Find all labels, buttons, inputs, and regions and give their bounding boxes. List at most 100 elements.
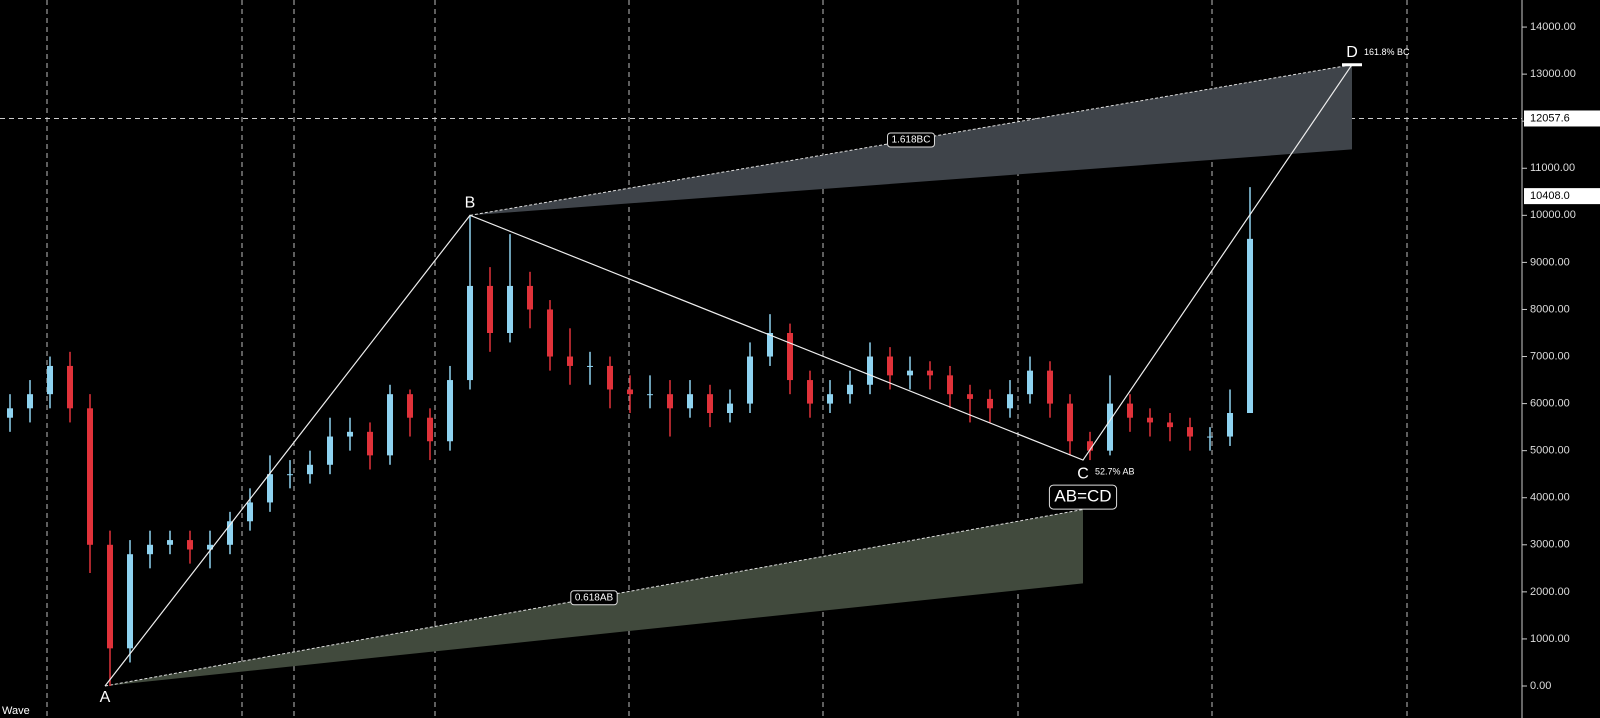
y-tick-label: 7000.00 — [1530, 350, 1570, 362]
candle-body — [587, 365, 593, 367]
candle-body — [527, 285, 533, 310]
candle-body — [87, 408, 93, 545]
candle-body — [907, 370, 913, 376]
pattern-point-label: B — [465, 195, 476, 212]
y-tick-label: 1000.00 — [1530, 633, 1570, 645]
y-tick-label: 3000.00 — [1530, 539, 1570, 551]
crosshair-label: 12057.6 — [1530, 112, 1570, 124]
candle-body — [367, 431, 373, 456]
candle-body — [1247, 238, 1253, 414]
band-label: 1.618BC — [892, 135, 931, 146]
candle-body — [447, 380, 453, 442]
price-axis: 0.00 1000.00 2000.00 3000.00 4000.00 5000.00 6… — [1521, 0, 1600, 718]
candle-body — [1147, 417, 1153, 423]
candle-body — [267, 474, 273, 503]
candle-body — [307, 464, 313, 475]
candle-body — [887, 356, 893, 376]
candle-body — [1047, 370, 1053, 404]
y-tick-label: 10000.00 — [1530, 209, 1576, 221]
candle-body — [1007, 394, 1013, 409]
candle-body — [507, 285, 513, 333]
y-tick-label: 13000.00 — [1530, 68, 1576, 80]
candle-body — [27, 394, 33, 409]
candle-body — [947, 375, 953, 395]
candle-body — [107, 544, 113, 649]
candle-body — [1207, 436, 1213, 438]
candle-body — [1027, 370, 1033, 395]
candle-body — [1187, 427, 1193, 437]
candle-body — [927, 370, 933, 376]
candle-body — [647, 394, 653, 396]
candle-body — [407, 394, 413, 418]
y-tick-label: 11000.00 — [1530, 162, 1575, 174]
candle-body — [707, 394, 713, 414]
candle-body — [147, 544, 153, 555]
candle-body — [767, 332, 773, 357]
candle-body — [247, 502, 253, 522]
candle-body — [607, 365, 613, 390]
candle-body — [7, 408, 13, 418]
candle-body — [687, 394, 693, 409]
candle-body — [327, 436, 333, 465]
pattern-point-label: D — [1346, 44, 1358, 61]
y-tick-label: 0.00 — [1530, 680, 1551, 692]
candle-body — [727, 403, 733, 414]
candle-body — [347, 431, 353, 437]
y-tick-label: 14000.00 — [1530, 21, 1576, 33]
candle-body — [747, 356, 753, 404]
candle-body — [787, 332, 793, 381]
pattern-line — [104, 64, 1353, 687]
candle-body — [1067, 403, 1073, 442]
candle-body — [807, 380, 813, 404]
pattern: A B C D 161.8% BC 52.7% AB AB=CD — [100, 44, 1410, 706]
candle-body — [1107, 403, 1113, 451]
candle-body — [627, 389, 633, 395]
band-label: 0.618AB — [575, 592, 614, 603]
last-price-label: 10408.0 — [1530, 190, 1570, 202]
candle-body — [167, 540, 173, 545]
candle-body — [387, 394, 393, 456]
y-tick-label: 5000.00 — [1530, 445, 1570, 457]
candles — [7, 187, 1253, 686]
candle-body — [827, 394, 833, 404]
candle-body — [847, 384, 853, 395]
pattern-point-label: C — [1077, 465, 1089, 482]
candle-body — [967, 394, 973, 399]
y-tick-label: 9000.00 — [1530, 256, 1570, 268]
candle-body — [547, 309, 553, 357]
y-tick-label: 8000.00 — [1530, 303, 1570, 315]
pattern-point-label: A — [100, 689, 111, 706]
candle-body — [987, 398, 993, 409]
y-tick-label: 2000.00 — [1530, 586, 1570, 598]
band-label-box — [570, 590, 618, 606]
pattern-name: AB=CD — [1054, 487, 1111, 506]
footer-label: Wave — [2, 705, 30, 717]
candle-body — [227, 521, 233, 545]
d-note: 161.8% BC — [1364, 47, 1410, 57]
candle-body — [1087, 441, 1093, 451]
c-note: 52.7% AB — [1095, 466, 1135, 476]
candle-body — [427, 417, 433, 442]
bands: 0.618AB 1.618BC — [104, 64, 1353, 687]
candle-body — [1167, 422, 1173, 428]
candle-body — [567, 356, 573, 366]
y-tick-label: 4000.00 — [1530, 492, 1570, 504]
candle-body — [867, 356, 873, 385]
y-tick-label: 6000.00 — [1530, 398, 1570, 410]
candle-body — [207, 544, 213, 550]
last-price-box — [1524, 188, 1600, 205]
candle-body — [287, 474, 293, 476]
candle-body — [187, 540, 193, 550]
band-label-box — [887, 132, 935, 148]
candle-body — [127, 554, 133, 649]
candle-body — [1227, 413, 1233, 437]
crosshair-box — [1524, 110, 1600, 127]
candle-body — [47, 365, 53, 395]
candle-body — [487, 285, 493, 333]
candle-body — [1127, 403, 1133, 418]
pattern-name-box — [1048, 484, 1118, 510]
candle-body — [667, 394, 673, 409]
candle-body — [467, 285, 473, 381]
